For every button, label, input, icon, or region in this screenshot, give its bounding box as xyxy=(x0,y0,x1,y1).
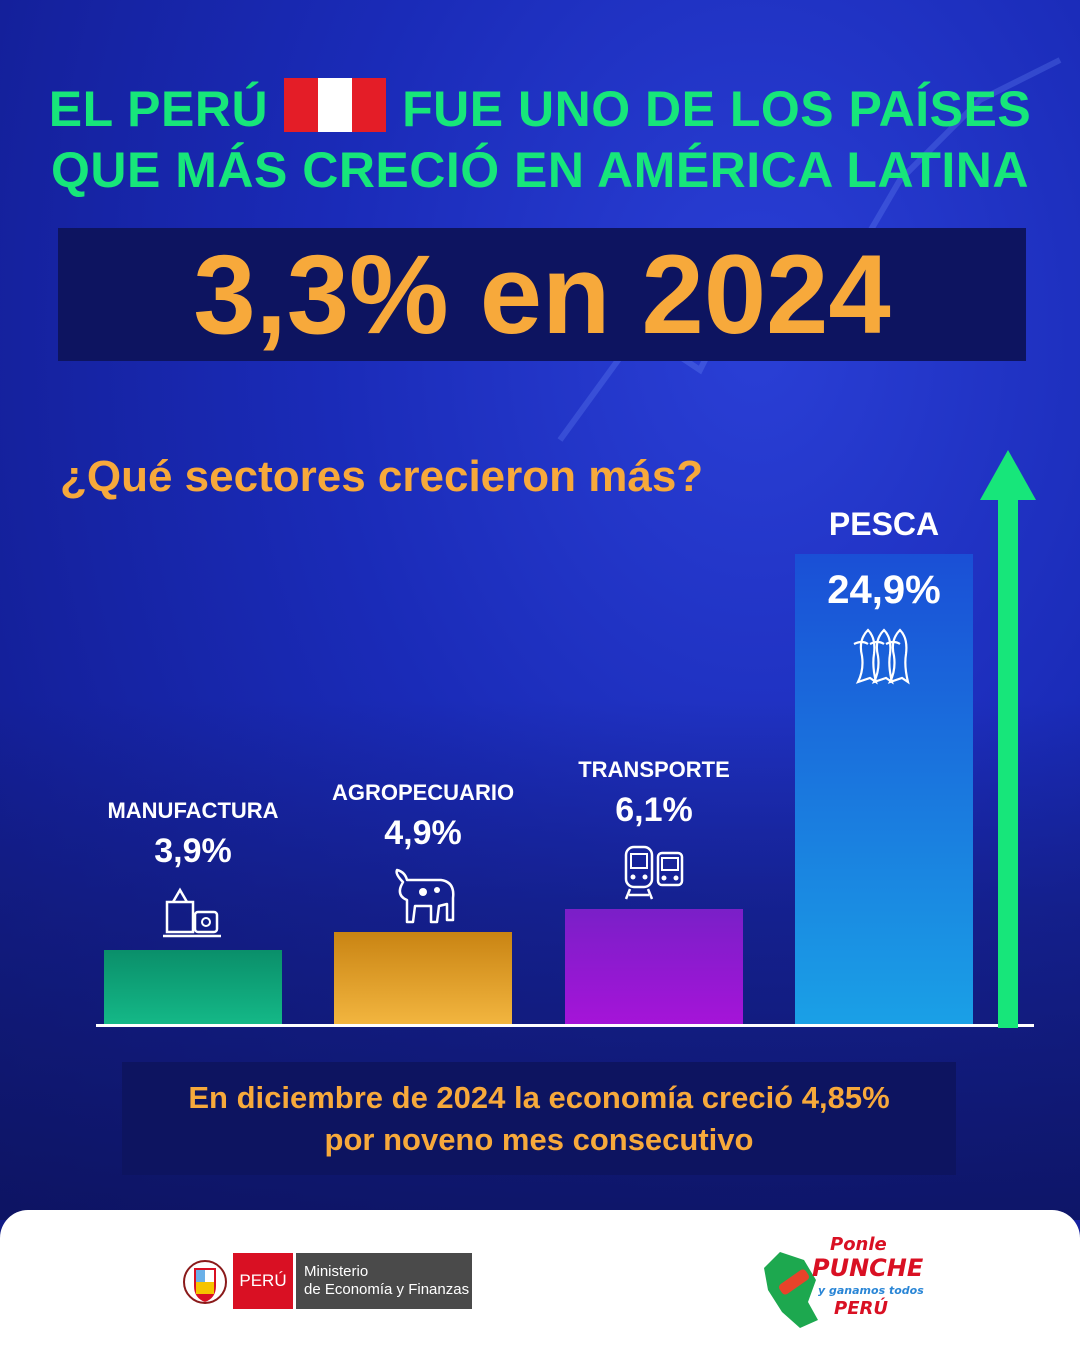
headline-left: EL PERÚ xyxy=(48,81,269,137)
bar-agropecuario xyxy=(334,932,512,1024)
campaign-line-3: y ganamos todos xyxy=(818,1284,924,1297)
category-label-agropecuario: AGROPECUARIO xyxy=(331,780,515,805)
category-label-pesca: PESCA xyxy=(828,506,940,542)
value-label-pesca: 24,9% xyxy=(827,568,941,612)
peru-flag-icon xyxy=(284,78,387,132)
logo-bar xyxy=(0,1210,1080,1350)
peru-map-icon xyxy=(764,1252,818,1328)
footer-line-1: En diciembre de 2024 la economía creció … xyxy=(188,1080,890,1115)
footer-line-2: por noveno mes consecutivo xyxy=(324,1122,754,1157)
cow-icon xyxy=(395,868,455,924)
footer-box xyxy=(122,1062,956,1175)
headline-line-1: EL PERÚ FUE UNO DE LOS PAÍSES xyxy=(0,78,1080,139)
growth-arrow-icon xyxy=(980,450,1036,1028)
peru-logo: PERÚ xyxy=(233,1253,293,1309)
chart-baseline xyxy=(96,1024,1034,1027)
train-bus-icon xyxy=(624,845,684,900)
ministry-line-1: Ministerio xyxy=(304,1263,369,1280)
coat-of-arms-icon xyxy=(183,1260,227,1304)
value-label-manufactura: 3,9% xyxy=(154,832,232,870)
category-label-manufactura: MANUFACTURA xyxy=(107,798,279,823)
bar-manufactura xyxy=(104,950,282,1024)
campaign-line-1: Ponle xyxy=(830,1234,887,1255)
big-stat: 3,3% en 2024 xyxy=(193,232,891,357)
bar-pesca xyxy=(795,554,973,1024)
category-label-transporte: TRANSPORTE xyxy=(578,757,730,782)
value-label-transporte: 6,1% xyxy=(615,791,693,829)
fish-icon xyxy=(853,628,910,685)
bar-transporte xyxy=(565,909,743,1024)
ministry-logo: Ministerio de Economía y Finanzas xyxy=(296,1253,472,1309)
ministry-line-2: de Economía y Finanzas xyxy=(304,1281,470,1298)
chart-title: ¿Qué sectores crecieron más? xyxy=(60,452,704,501)
ponle-punche-logo: Ponle PUNCHE y ganamos todos PERÚ xyxy=(760,1228,930,1338)
sewing-machine-icon xyxy=(163,887,221,938)
campaign-line-2: PUNCHE xyxy=(812,1254,924,1282)
campaign-line-4: PERÚ xyxy=(834,1298,888,1319)
headline-right: FUE UNO DE LOS PAÍSES xyxy=(402,81,1032,137)
big-stat-box xyxy=(58,228,1026,361)
headline-line-2: QUE MÁS CRECIÓ EN AMÉRICA LATINA xyxy=(50,142,1030,198)
value-label-agropecuario: 4,9% xyxy=(384,814,462,852)
